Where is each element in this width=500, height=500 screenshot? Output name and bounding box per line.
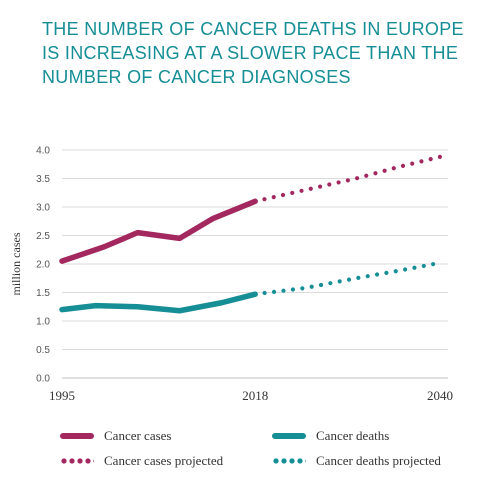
x-tick-label: 2018	[242, 388, 268, 403]
chart-title-line-3: NUMBER OF CANCER DIAGNOSES	[42, 67, 351, 87]
grid-lines	[62, 149, 448, 379]
y-tick-label: 1.0	[36, 317, 50, 328]
x-tick-label: 2040	[427, 388, 453, 403]
legend-swatch-cancer-cases-projected	[60, 458, 94, 464]
chart-title-line-1: THE NUMBER OF CANCER DEATHS IN EUROPE	[42, 19, 464, 39]
legend-item-cancer-deaths: Cancer deaths	[272, 428, 389, 444]
series-line-cancer-deaths-projected	[253, 260, 443, 297]
y-tick-label: 0.0	[36, 374, 50, 385]
x-tick-label: 1995	[49, 388, 75, 403]
y-tick-label: 3.5	[36, 174, 50, 185]
series-line-cancer-cases	[59, 198, 258, 264]
legend-item-cancer-deaths-projected: Cancer deaths projected	[272, 453, 441, 469]
y-tick-label: 4.0	[36, 146, 50, 157]
legend-item-cancer-cases: Cancer cases	[60, 428, 172, 444]
legend-label-cancer-cases-projected: Cancer cases projected	[104, 453, 224, 468]
y-tick-label: 2.0	[36, 260, 50, 271]
x-axis-ticks: 1995 2018 2040	[49, 388, 453, 403]
chart-title: THE NUMBER OF CANCER DEATHS IN EUROPE IS…	[42, 17, 482, 89]
legend-item-cancer-cases-projected: Cancer cases projected	[60, 453, 223, 469]
y-tick-label: 2.5	[36, 231, 50, 242]
legend-label-cancer-deaths: Cancer deaths	[316, 428, 390, 443]
y-tick-label: 1.5	[36, 288, 50, 299]
legend-label-cancer-deaths-projected: Cancer deaths projected	[316, 453, 441, 468]
legend-swatch-cancer-deaths	[272, 433, 306, 439]
legend-label-cancer-cases: Cancer cases	[104, 428, 172, 443]
y-axis-label: million cases	[9, 232, 23, 295]
series-line-cancer-cases-projected	[253, 154, 443, 204]
legend-swatch-cancer-deaths-projected	[272, 458, 306, 464]
series-lines	[59, 154, 443, 314]
series-line-cancer-deaths	[59, 291, 258, 314]
y-axis-ticks: 0.0 0.5 1.0 1.5 2.0 2.5 3.0 3.5 4.0	[36, 146, 50, 385]
y-tick-label: 3.0	[36, 203, 50, 214]
chart-title-line-2: IS INCREASING AT A SLOWER PACE THAN THE	[42, 43, 459, 63]
legend-swatch-cancer-cases	[60, 433, 94, 439]
y-tick-label: 0.5	[36, 345, 50, 356]
